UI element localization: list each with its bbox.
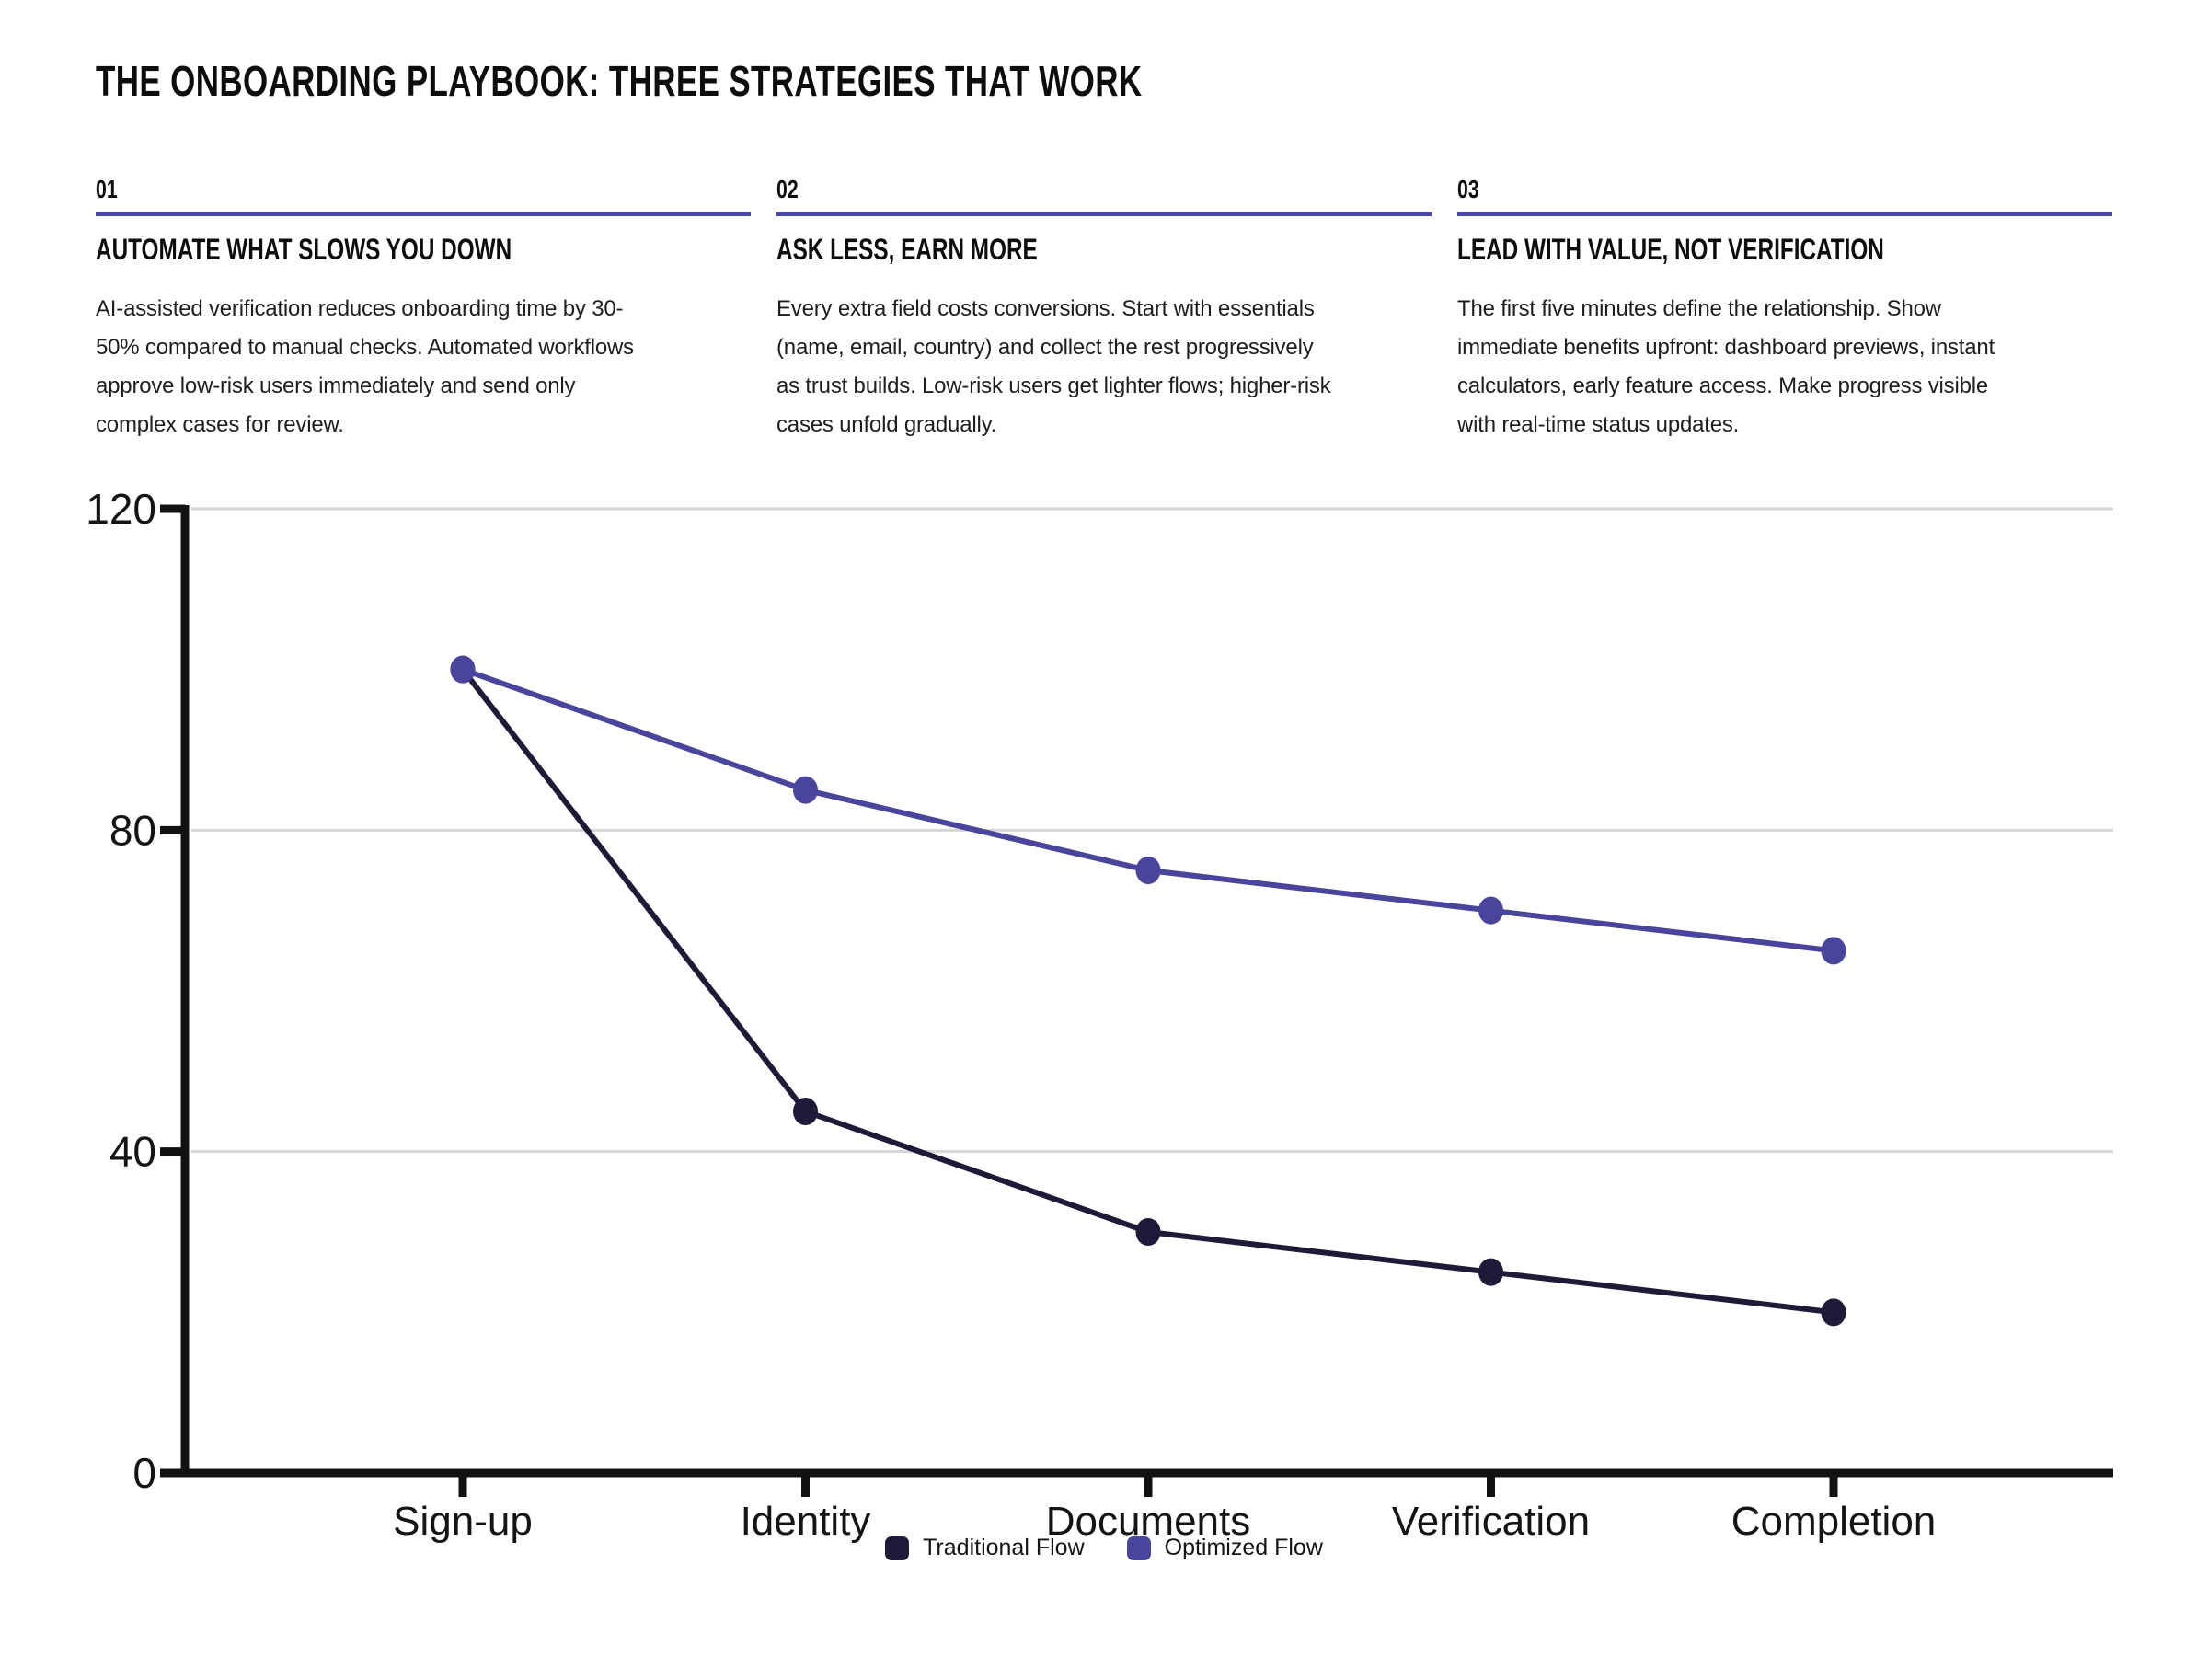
- data-point-optimized-flow-completion: [1821, 937, 1846, 965]
- page-title: THE ONBOARDING PLAYBOOK: THREE STRATEGIE…: [96, 57, 1473, 106]
- data-point-traditional-flow-documents: [1135, 1218, 1161, 1246]
- data-point-optimized-flow-documents: [1135, 857, 1161, 884]
- strategy-number: 03: [1457, 175, 1479, 203]
- page-title-text: THE ONBOARDING PLAYBOOK: THREE STRATEGIE…: [96, 57, 1143, 105]
- data-point-traditional-flow-verification: [1478, 1258, 1503, 1286]
- strategy-columns: 01 AUTOMATE WHAT SLOWS YOU DOWN AI-assis…: [96, 177, 2112, 444]
- y-axis-label-0: 0: [132, 1449, 156, 1497]
- legend-item-traditional-flow: Traditional Flow: [885, 1535, 1085, 1561]
- strategy-heading: AUTOMATE WHAT SLOWS YOU DOWN: [96, 233, 512, 266]
- strategy-body: AI-assisted verification reduces onboard…: [96, 296, 634, 437]
- strategy-number: 01: [96, 175, 118, 203]
- accent-divider: [96, 212, 751, 216]
- accent-divider: [1457, 212, 2112, 216]
- strategy-number: 02: [776, 175, 799, 203]
- data-point-traditional-flow-identity: [793, 1098, 818, 1125]
- series-line-traditional-flow: [460, 667, 1834, 1316]
- strategy-heading: LEAD WITH VALUE, NOT VERIFICATION: [1457, 233, 1884, 266]
- legend-swatch-optimized-flow: [1126, 1536, 1151, 1560]
- data-point-optimized-flow-sign-up: [450, 655, 476, 684]
- y-axis-label-120: 120: [86, 485, 156, 533]
- strategy-body: Every extra field costs conversions. Sta…: [776, 296, 1331, 437]
- data-point-traditional-flow-completion: [1821, 1298, 1846, 1327]
- x-axis-label-4: Completion: [1731, 1499, 1937, 1544]
- strategy-column-1: 01 AUTOMATE WHAT SLOWS YOU DOWN AI-assis…: [96, 177, 751, 444]
- x-axis-label-2: Documents: [1046, 1499, 1251, 1544]
- strategy-heading: ASK LESS, EARN MORE: [776, 233, 1038, 266]
- x-axis-label-0: Sign-up: [393, 1499, 533, 1544]
- data-point-optimized-flow-identity: [793, 776, 818, 804]
- accent-divider: [776, 212, 1432, 216]
- x-axis-label-1: Identity: [741, 1499, 871, 1544]
- legend-item-optimized-flow: Optimized Flow: [1126, 1535, 1323, 1561]
- series-line-optimized-flow: [462, 666, 1834, 954]
- chart-legend: Traditional Flow Optimized Flow: [0, 1535, 2208, 1561]
- data-point-optimized-flow-verification: [1478, 896, 1503, 925]
- y-axis-label-80: 80: [109, 806, 156, 854]
- legend-swatch-traditional-flow: [885, 1536, 910, 1560]
- x-axis-label-3: Verification: [1392, 1499, 1590, 1544]
- onboarding-funnel-line-chart: 0 40 80 120 Sign-up Identity Documents Verifica…: [86, 485, 2113, 1544]
- strategy-column-2: 02 ASK LESS, EARN MORE Every extra field…: [776, 177, 1432, 444]
- legend-label-traditional-flow: Traditional Flow: [923, 1535, 1085, 1560]
- legend-label-optimized-flow: Optimized Flow: [1164, 1535, 1323, 1560]
- strategy-column-3: 03 LEAD WITH VALUE, NOT VERIFICATION The…: [1457, 177, 2112, 444]
- y-axis-label-40: 40: [109, 1128, 156, 1176]
- strategy-body: The first five minutes define the relati…: [1457, 296, 1995, 437]
